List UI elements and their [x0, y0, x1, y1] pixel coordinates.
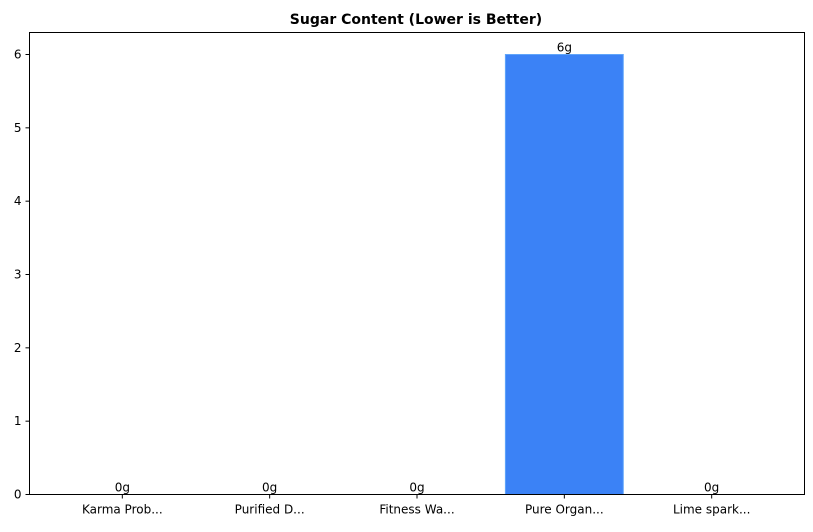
y-tick-label: 0: [14, 488, 22, 502]
y-tick-label: 6: [14, 48, 22, 62]
y-tick-label: 2: [14, 341, 22, 355]
chart-title: Sugar Content (Lower is Better): [290, 12, 542, 28]
y-tick-label: 3: [14, 268, 22, 282]
x-tick-label: Fitness Wa...: [379, 503, 454, 517]
x-tick-label: Lime spark...: [673, 503, 750, 517]
y-tick-label: 4: [14, 194, 22, 208]
x-tick-label: Karma Prob...: [82, 503, 163, 517]
plot-frame: [29, 32, 805, 495]
data-label: 0g: [409, 481, 424, 495]
x-tick-label: Purified D...: [235, 503, 305, 517]
x-tick-label: Pure Organ...: [525, 503, 604, 517]
bar: [504, 54, 624, 495]
y-tick-label: 1: [14, 414, 22, 428]
data-label: 6g: [557, 41, 572, 55]
data-label: 0g: [262, 481, 277, 495]
y-tick-label: 5: [14, 121, 22, 135]
data-label: 0g: [115, 481, 130, 495]
data-label: 0g: [704, 481, 719, 495]
